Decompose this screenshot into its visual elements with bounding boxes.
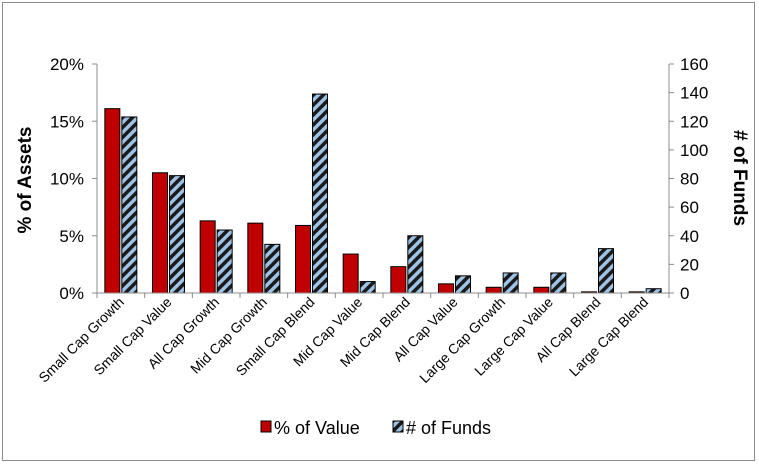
legend-label-funds: # of Funds <box>406 418 491 438</box>
y-tick-left-label-0: 0% <box>59 284 84 303</box>
legend: % of Value # of Funds <box>260 418 491 438</box>
y-tick-right-label-5: 100 <box>680 141 708 160</box>
y-tick-right-label-4: 80 <box>680 170 699 189</box>
bar-funds-0 <box>121 116 138 294</box>
bar-funds-11 <box>645 288 662 294</box>
y-axis-right-title: # of Funds <box>729 130 750 226</box>
bar-funds-7 <box>455 275 471 294</box>
legend-swatch-value <box>260 420 272 433</box>
y-tick-right-label-0: 0 <box>680 284 689 303</box>
bar-value-2 <box>199 220 216 294</box>
bars-group <box>104 93 662 294</box>
y-tick-right-label-3: 60 <box>680 198 699 217</box>
y-tick-left-label-2: 10% <box>50 170 84 189</box>
bar-value-3 <box>247 222 264 294</box>
y-tick-left-label-1: 5% <box>59 227 84 246</box>
axes-group <box>92 63 674 298</box>
bar-funds-4 <box>312 93 328 294</box>
bar-funds-3 <box>264 243 281 294</box>
y-tick-right-label-2: 40 <box>680 227 699 246</box>
y-tick-right-label-7: 140 <box>680 84 708 103</box>
bar-value-4 <box>295 224 311 294</box>
category-label-0: Small Cap Growth <box>35 294 127 386</box>
category-label-8: Large Cap Growth <box>416 294 508 386</box>
bar-funds-5 <box>359 281 376 294</box>
bar-value-7 <box>438 283 454 294</box>
bar-funds-2 <box>216 229 233 294</box>
y-tick-left-label-3: 15% <box>50 112 84 131</box>
bar-value-5 <box>342 253 359 294</box>
bar-value-8 <box>485 286 502 294</box>
y-tick-right-label-8: 160 <box>680 55 708 74</box>
y-tick-left-label-4: 20% <box>50 55 84 74</box>
bar-value-6 <box>390 266 407 294</box>
bar-funds-8 <box>502 272 519 294</box>
bar-funds-10 <box>598 248 614 294</box>
bar-value-0 <box>104 108 121 294</box>
bar-value-9 <box>533 286 550 294</box>
bar-funds-9 <box>550 272 567 294</box>
y-tick-right-label-1: 20 <box>680 255 699 274</box>
y-tick-right-label-6: 120 <box>680 112 708 131</box>
bar-funds-1 <box>169 175 185 294</box>
bar-funds-6 <box>407 235 424 294</box>
legend-swatch-funds <box>392 420 404 433</box>
bar-value-1 <box>152 172 168 294</box>
y-axis-title: % of Assets <box>15 127 36 234</box>
legend-label-value: % of Value <box>274 418 360 438</box>
